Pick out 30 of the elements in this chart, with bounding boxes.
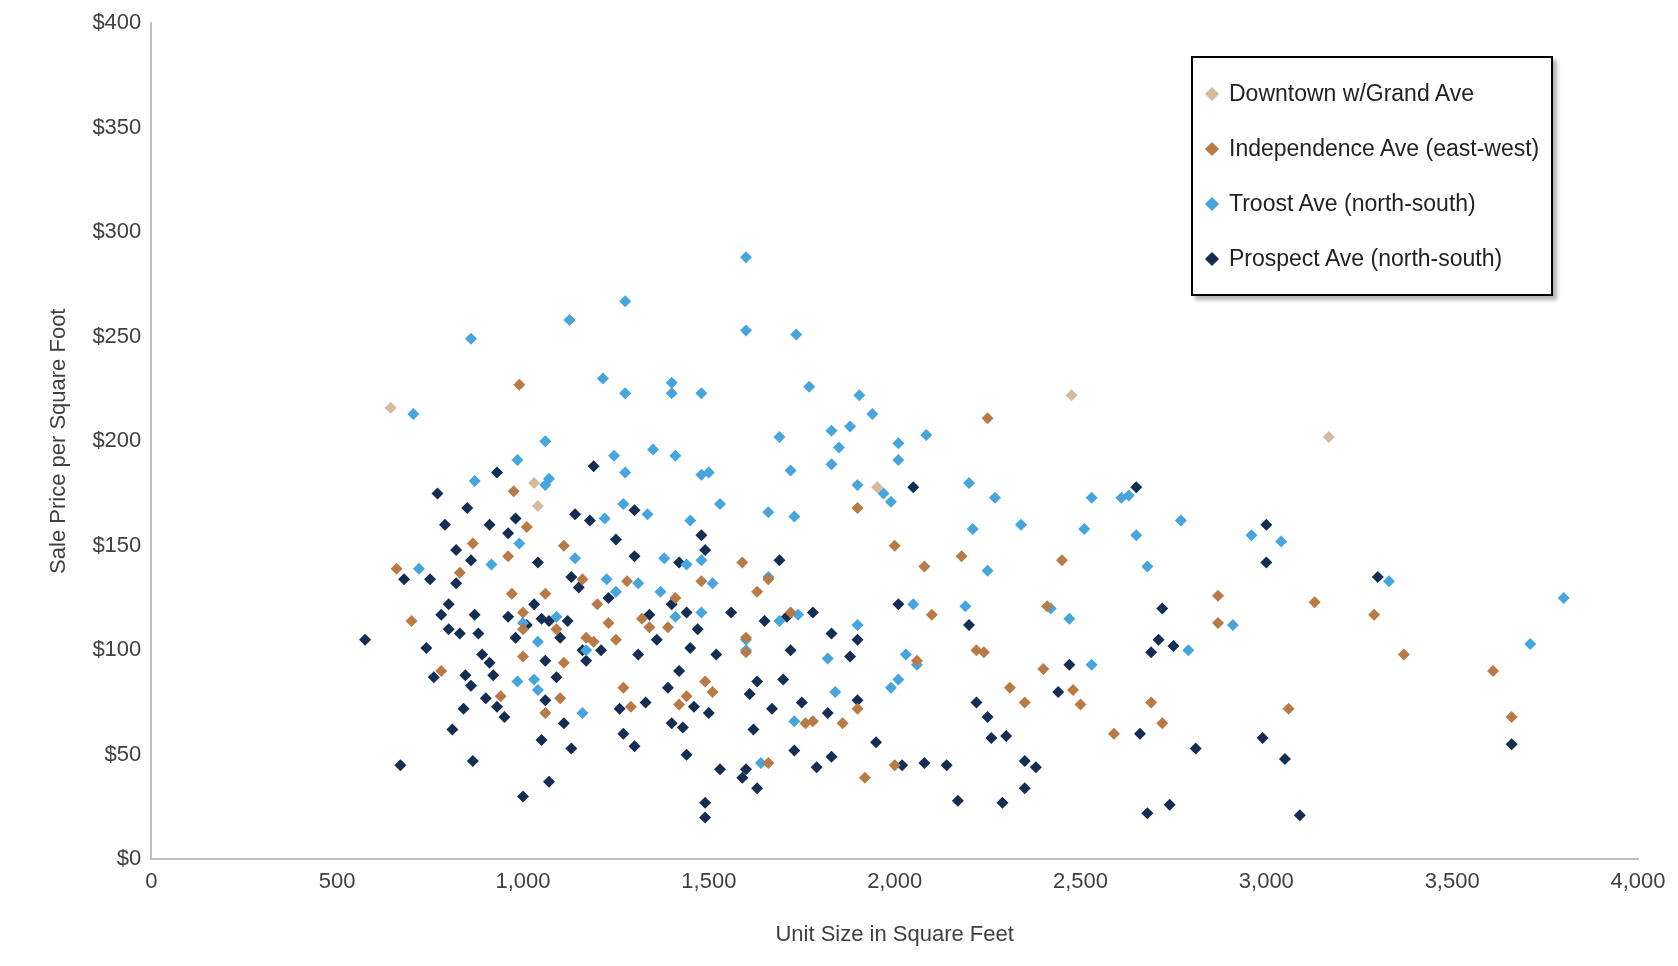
y-tick-label: $200 [92, 427, 142, 453]
y-tick-label: $0 [116, 845, 142, 871]
legend-label: Prospect Ave (north-south) [1229, 245, 1503, 273]
point [528, 477, 541, 489]
legend-label: Troost Ave (north-south) [1229, 190, 1476, 218]
y-tick-label: $400 [92, 9, 142, 35]
point [384, 401, 397, 414]
x-tick-label: 1,000 [495, 868, 551, 894]
x-tick-label: 0 [145, 868, 158, 894]
x-tick-label: 1,500 [681, 868, 737, 894]
y-axis-title: Sale Price per Square Foot [45, 308, 71, 574]
y-tick-label: $50 [104, 740, 142, 766]
x-tick-label: 3,500 [1424, 868, 1480, 894]
x-tick-label: 4,000 [1610, 868, 1666, 894]
point [1322, 431, 1335, 444]
point [531, 499, 544, 512]
point [871, 481, 884, 494]
point [1065, 389, 1078, 402]
x-tick-label: 3,000 [1238, 868, 1294, 894]
y-tick-label: $300 [92, 218, 142, 244]
x-axis-title: Unit Size in Square Feet [775, 920, 1014, 946]
x-tick-label: 500 [318, 868, 356, 894]
y-tick-label: $100 [92, 636, 142, 662]
legend-label: Independence Ave (east-west) [1229, 135, 1540, 163]
y-tick-label: $150 [92, 531, 142, 557]
x-tick-label: 2,500 [1052, 868, 1109, 894]
y-tick-label: $350 [92, 113, 142, 139]
y-tick-label: $250 [92, 322, 142, 348]
x-tick-label: 2,000 [867, 868, 923, 894]
legend-label: Downtown w/Grand Ave [1229, 80, 1475, 108]
